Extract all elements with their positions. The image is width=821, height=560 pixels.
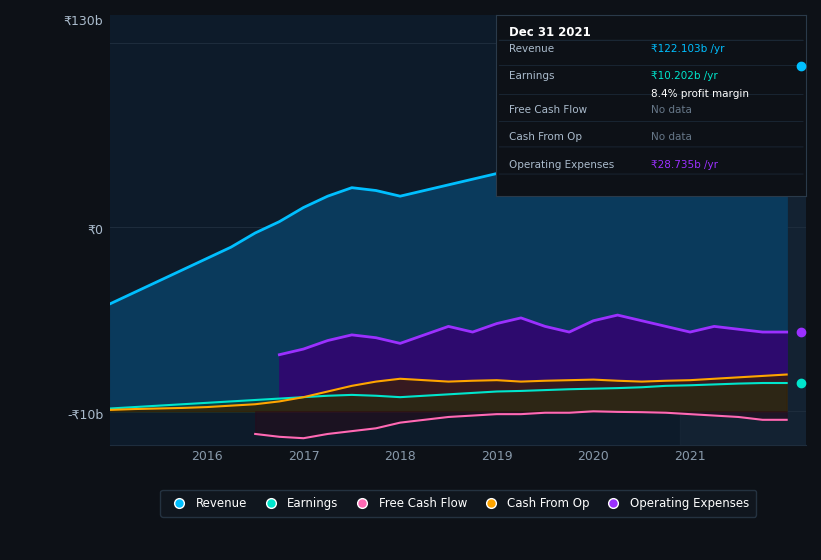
Text: ₹0: ₹0 <box>87 223 103 237</box>
Text: ₹130b: ₹130b <box>64 15 103 28</box>
Legend: Revenue, Earnings, Free Cash Flow, Cash From Op, Operating Expenses: Revenue, Earnings, Free Cash Flow, Cash … <box>160 489 756 517</box>
Text: -₹10b: -₹10b <box>67 409 103 422</box>
Bar <box>681 15 806 445</box>
